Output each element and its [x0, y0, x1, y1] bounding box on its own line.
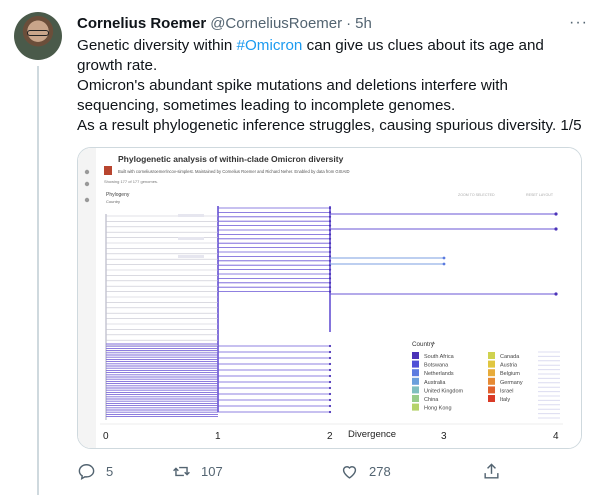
legend-swatch — [488, 360, 495, 368]
tweet-line: Genetic diversity within #Omicron can gi… — [77, 37, 544, 54]
axis-tick-label: 0 — [103, 431, 109, 442]
legend-swatch — [412, 352, 419, 359]
retweet-count: 107 — [201, 464, 223, 479]
like-button[interactable]: 278 — [340, 462, 391, 481]
reset-layout-button: RESET LAYOUT — [526, 193, 554, 197]
legend-swatch — [412, 369, 419, 377]
avatar[interactable] — [14, 12, 62, 60]
left-rail — [78, 148, 96, 448]
legend-swatch — [488, 369, 495, 377]
author-handle[interactable]: @CorneliusRoemer — [210, 14, 343, 32]
legend-label: United Kingdom — [424, 388, 464, 394]
genome-count: Showing 177 of 177 genomes. — [104, 179, 158, 184]
avatar-glasses — [27, 30, 49, 36]
author-name[interactable]: Cornelius Roemer — [77, 14, 207, 32]
axis-tick-label: 2 — [327, 431, 333, 442]
legend-swatch — [488, 386, 495, 394]
tweet-image[interactable]: Phylogenetic analysis of within-clade Om… — [77, 147, 582, 449]
heart-icon — [342, 466, 357, 479]
tweet-line: Omicron's abundant spike mutations and d… — [77, 77, 508, 94]
rail-icon — [84, 169, 90, 175]
legend-label: Netherlands — [424, 371, 454, 377]
tweet-line: As a result phylogenetic inference strug… — [77, 117, 582, 134]
legend-swatch — [412, 386, 419, 394]
reply-icon — [78, 464, 95, 480]
timestamp[interactable]: 5h — [355, 14, 372, 32]
axis-tick-label: 1 — [215, 431, 221, 442]
rail-icon — [84, 181, 90, 187]
share-button[interactable] — [482, 462, 511, 481]
legend-label: Israel — [500, 388, 513, 394]
country-legend: Country ^ South Africa Botswana Netherland… — [412, 341, 523, 412]
legend-label: South Africa — [424, 354, 455, 360]
legend-label: Hong Kong — [424, 406, 452, 412]
panel-label: Phylogeny — [106, 192, 130, 198]
phylogenetic-tree — [105, 206, 560, 420]
legend-swatch — [412, 395, 419, 402]
legend-label: Italy — [500, 397, 510, 403]
like-count: 278 — [369, 464, 391, 479]
legend-swatch — [488, 352, 495, 359]
reply-count: 5 — [106, 464, 114, 479]
legend-swatch — [488, 395, 495, 402]
more-options-icon[interactable]: ··· — [569, 14, 588, 31]
legend-label: Botswana — [424, 363, 449, 369]
hashtag-link[interactable]: #Omicron — [236, 37, 303, 54]
legend-swatch — [412, 377, 419, 385]
retweet-button[interactable]: 107 — [172, 462, 223, 481]
legend-title: Country — [412, 341, 435, 348]
legend-label: Canada — [500, 354, 520, 360]
legend-label: Belgium — [500, 371, 520, 377]
legend-label: China — [424, 397, 439, 403]
legend-label: Australia — [424, 380, 446, 386]
thread-line — [37, 66, 39, 495]
axis-tick-label: 4 — [553, 431, 559, 442]
legend-label: Germany — [500, 380, 523, 386]
legend-caret-icon: ^ — [432, 342, 435, 348]
axis-tick-label: 3 — [441, 431, 447, 442]
tweet-text: Genetic diversity within #Omicron can gi… — [77, 36, 587, 136]
retweet-icon — [173, 466, 190, 477]
chart-byline: Built with corneliusroemer/ncov-simplest… — [118, 169, 350, 174]
nextstrain-logo — [104, 166, 112, 175]
tweet-line: growth rate. — [77, 57, 158, 74]
phylogeny-screenshot: Phylogenetic analysis of within-clade Om… — [78, 148, 581, 448]
rail-icon — [84, 197, 90, 203]
divergence-axis: Divergence 0 1 2 3 4 — [100, 423, 563, 442]
legend-swatch — [488, 377, 495, 385]
tweet-actions: 5 107 278 — [77, 462, 507, 486]
legend-swatch — [412, 403, 419, 411]
axis-label: Divergence — [348, 429, 396, 440]
zoom-to-selected-button: ZOOM TO SELECTED — [458, 193, 495, 197]
separator-dot: · — [346, 14, 352, 32]
legend-label: Austria — [500, 363, 518, 369]
tweet-header: Cornelius Roemer @CorneliusRoemer · 5h — [77, 12, 584, 34]
chart-title: Phylogenetic analysis of within-clade Om… — [118, 154, 344, 164]
reply-button[interactable]: 5 — [77, 462, 113, 481]
panel-sub-label: Country — [106, 199, 120, 204]
tweet-line: sequencing, sometimes leading to incompl… — [77, 97, 456, 114]
legend-swatch — [412, 360, 419, 368]
share-icon — [484, 463, 499, 479]
